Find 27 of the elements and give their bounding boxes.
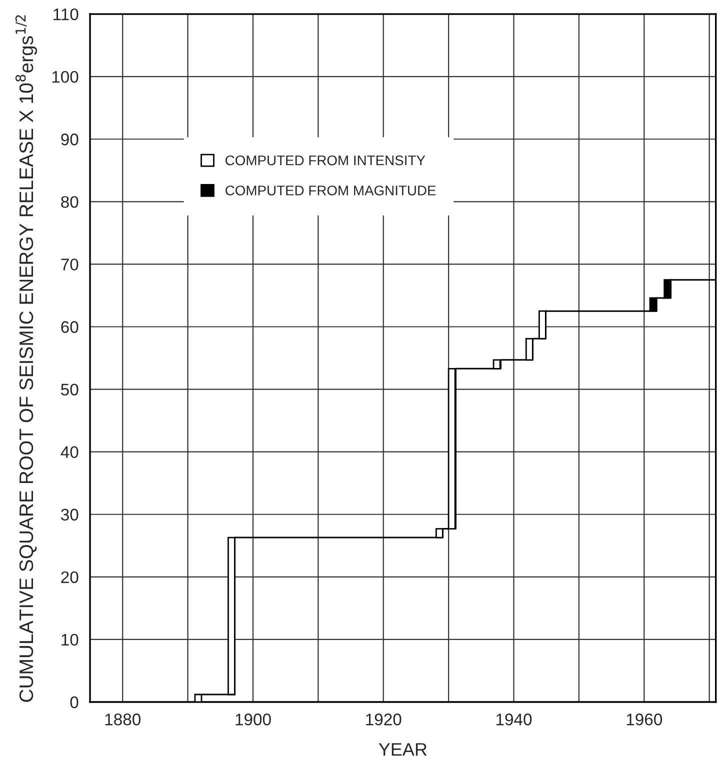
legend-label: COMPUTED FROM INTENSITY: [226, 155, 426, 166]
y-tick-label: 90: [61, 134, 78, 146]
bar: [525, 338, 534, 361]
y-tick-label: 10: [62, 634, 78, 646]
x-axis-title: YEAR: [378, 743, 427, 756]
bar: [448, 368, 456, 530]
bar: [649, 297, 658, 312]
x-tick-label: 1900: [236, 714, 271, 726]
y-tick-label: 100: [52, 70, 78, 83]
y-tick-label: 40: [60, 446, 78, 458]
bar: [538, 310, 546, 340]
legend-label: COMPUTED FROM MAGNITUDE: [226, 186, 436, 196]
x-tick-label: 1940: [496, 714, 532, 726]
bar: [492, 359, 501, 370]
y-tick-label: 110: [54, 8, 78, 20]
y-tick-label: 50: [61, 384, 78, 396]
y-axis-title: CUMULATIVE SQUARE ROOT OF SEISMIC ENERGY RELEASE X 10$^{8}$ergs$^{1/2}$: [15, 15, 38, 702]
x-tick-label: 1960: [626, 714, 662, 726]
x-tick-label: 1920: [366, 714, 402, 726]
y-tick-label: 20: [61, 571, 78, 584]
y-tick-label: 60: [61, 321, 78, 333]
y-tick-label: 80: [61, 196, 78, 208]
x-tick-label: 1880: [105, 714, 141, 726]
y-tick-label: 70: [61, 258, 78, 270]
bar: [435, 528, 444, 538]
y-tick-label: 0: [70, 696, 78, 708]
y-tick-label: 30: [61, 508, 78, 521]
